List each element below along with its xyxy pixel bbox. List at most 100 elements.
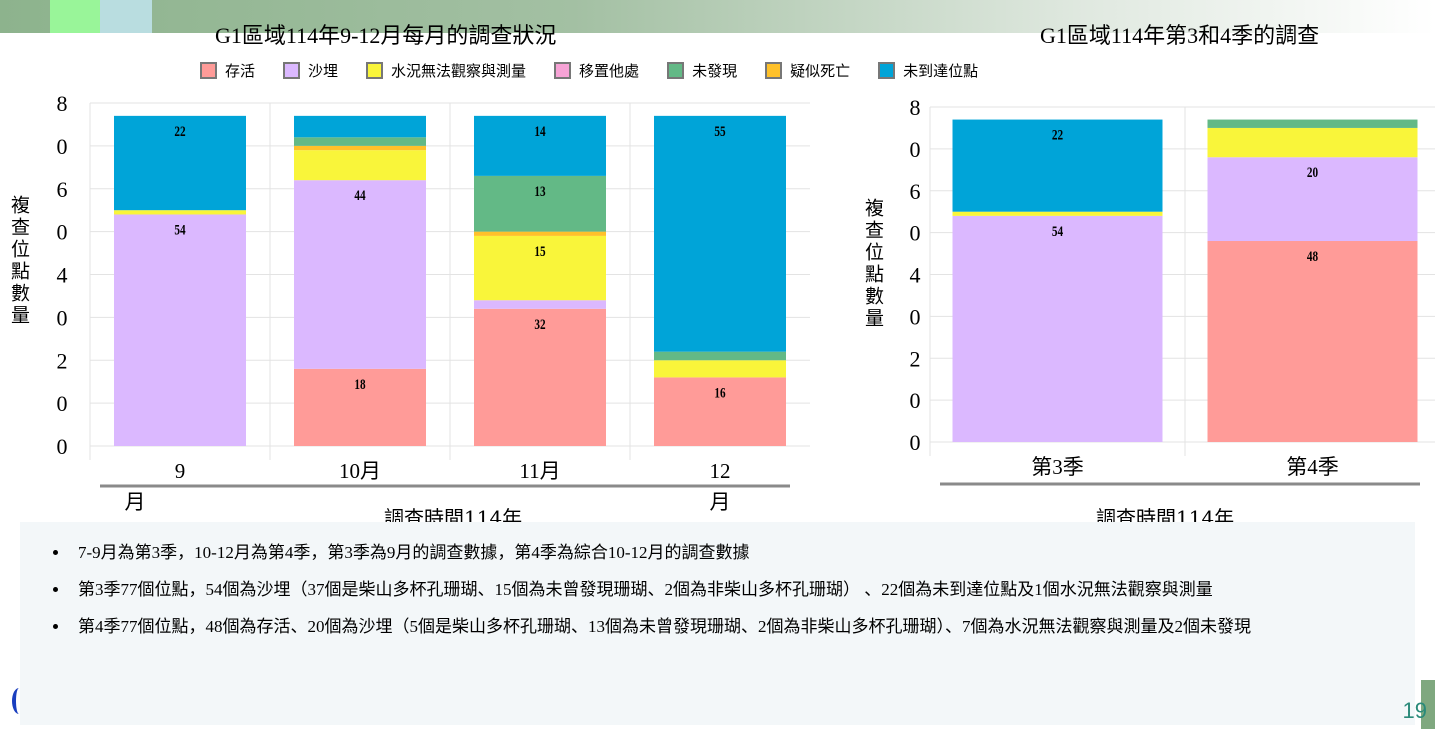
y-tick-label: 0 (910, 388, 921, 413)
bar-segment (474, 231, 606, 236)
legend-label: 水況無法觀察與測量 (391, 62, 527, 80)
data-label: 55 (714, 122, 726, 139)
legend-swatch (878, 62, 896, 79)
data-label: 54 (174, 221, 186, 238)
y-tick-label: 8 (57, 91, 68, 116)
data-label: 32 (534, 315, 546, 332)
y-tick-label: 4 (910, 263, 921, 288)
bar-segment (114, 210, 246, 215)
decor-square-blue (100, 0, 152, 33)
data-label: 16 (714, 384, 726, 401)
legend-label: 移置他處 (579, 62, 640, 80)
legend-item: 水況無法觀察與測量 (366, 60, 526, 81)
decor-square-green (50, 0, 100, 33)
legend-item: 存活 (200, 60, 255, 81)
data-label: 22 (1052, 126, 1064, 143)
note-item: 7-9月為第3季，10-12月為第4季，第3季為9月的調查數據，第4季為綜合10… (70, 534, 1405, 571)
bar-segment (952, 211, 1163, 216)
bar-segment (294, 180, 426, 369)
bar-segment (474, 300, 606, 309)
note-item: 第4季77個位點，48個為存活、20個為沙埋（5個是柴山多杯孔珊瑚、13個為未曾… (70, 608, 1405, 645)
charts-svg: 80604020054229月184410月3215131411月165512月… (57, 91, 1435, 514)
bar-segment (1207, 127, 1418, 158)
legend-label: 未發現 (692, 62, 738, 80)
x-tick-label: 11月 (519, 459, 560, 483)
legend-label: 疑似死亡 (790, 62, 851, 80)
bar-segment (474, 308, 606, 446)
legend-label: 沙埋 (308, 62, 339, 80)
x-tick-label: 12 (710, 459, 731, 483)
bar-segment (474, 115, 606, 176)
chart-title-quarterly: G1區域114年第3和4季的調查 (1040, 23, 1320, 48)
page-number: 19 (1402, 698, 1427, 723)
legend-swatch (554, 62, 572, 79)
legend-item: 疑似死亡 (765, 60, 850, 81)
bar-segment (1207, 119, 1418, 128)
data-label: 18 (354, 375, 366, 392)
legend-swatch (366, 62, 384, 79)
legend-swatch (765, 62, 783, 79)
data-label: 20 (1307, 164, 1319, 181)
x-tick-label: 10月 (339, 459, 381, 483)
chart-title-monthly: G1區域114年9-12月每月的調查狀況 (215, 23, 557, 48)
bar-segment (294, 145, 426, 151)
header-banner (0, 0, 1435, 33)
data-label: 44 (354, 187, 366, 204)
legend-label: 未到達位點 (903, 62, 979, 80)
bar-segment (1207, 241, 1418, 442)
x-tick-label: 9 (175, 459, 186, 483)
y-tick-label: 0 (57, 434, 68, 459)
bar-segment (474, 235, 606, 301)
x-tick-label-wrap: 月 (125, 490, 146, 514)
data-label: 48 (1307, 247, 1319, 264)
y-tick-label: 8 (910, 95, 921, 120)
notes-box: 7-9月為第3季，10-12月為第4季，第3季為9月的調查數據，第4季為綜合10… (20, 522, 1415, 725)
x-tick-label: 第3季 (1031, 455, 1084, 479)
bar-segment (1207, 157, 1418, 241)
data-label: 13 (534, 182, 546, 199)
legend-swatch (667, 62, 685, 79)
y-tick-label: 0 (57, 220, 68, 245)
legend-swatch (200, 62, 217, 79)
bar-segment (294, 137, 426, 146)
bar-segment (294, 115, 426, 138)
bar-segment (114, 214, 246, 446)
y-axis-title-quarterly: 複查位點數量 (862, 198, 884, 330)
bar-segment (114, 115, 246, 211)
y-tick-label: 0 (910, 430, 921, 455)
legend-label: 存活 (225, 62, 256, 80)
data-label: 54 (1052, 222, 1064, 239)
legend-swatch (283, 62, 301, 79)
x-tick-label: 第4季 (1286, 455, 1339, 479)
legend-item: 未到達位點 (878, 60, 978, 81)
bar-segment (952, 215, 1163, 442)
data-label: 14 (534, 122, 546, 139)
note-item: 第3季77個位點，54個為沙埋（37個是柴山多杯孔珊瑚、15個為未曾發現珊瑚、2… (70, 571, 1405, 608)
data-label: 15 (534, 242, 546, 259)
y-tick-label: 0 (910, 137, 921, 162)
y-tick-label: 0 (910, 221, 921, 246)
bar-segment (294, 150, 426, 181)
legend-item: 移置他處 (554, 60, 639, 81)
decor-arc (12, 688, 26, 714)
bar-segment (294, 368, 426, 446)
y-tick-label: 0 (57, 305, 68, 330)
y-tick-label: 0 (57, 391, 68, 416)
y-axis-title-monthly: 複查位點數量 (8, 195, 30, 327)
y-tick-label: 0 (57, 134, 68, 159)
y-tick-label: 2 (57, 348, 68, 373)
legend-item: 未發現 (667, 60, 737, 81)
bar-segment (654, 377, 786, 446)
y-tick-label: 2 (910, 346, 921, 371)
y-tick-label: 4 (57, 263, 68, 288)
x-tick-label-wrap: 月 (710, 490, 731, 514)
y-tick-label: 0 (910, 304, 921, 329)
bar-segment (654, 360, 786, 378)
bar-segment (474, 175, 606, 232)
legend: 存活 沙埋 水況無法觀察與測量 移置他處 未發現 疑似死亡 未到達位點 (200, 60, 1006, 81)
y-tick-label: 6 (57, 177, 68, 202)
data-label: 22 (174, 122, 186, 139)
y-tick-label: 6 (910, 179, 921, 204)
bar-segment (654, 351, 786, 361)
bar-segment (952, 119, 1163, 212)
